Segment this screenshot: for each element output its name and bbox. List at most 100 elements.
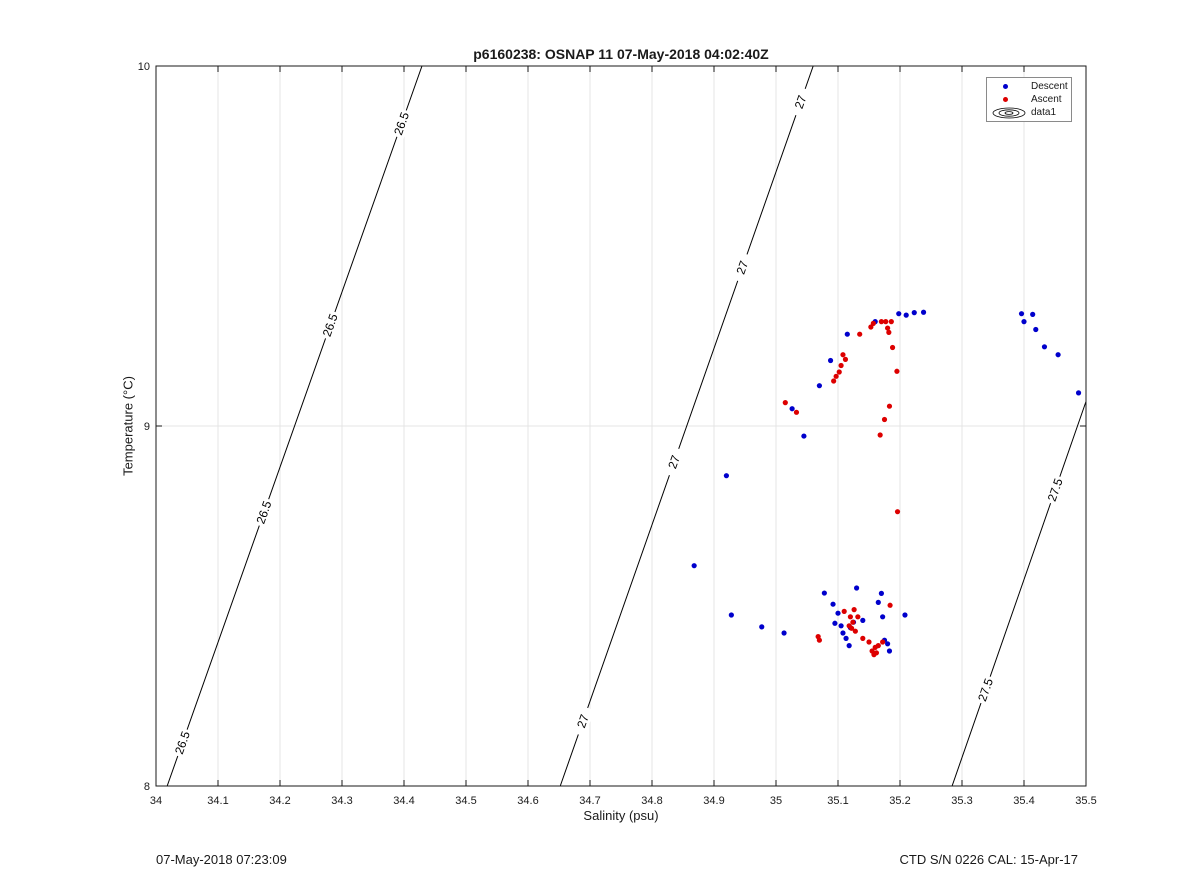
- point-ascent: [852, 628, 858, 634]
- isopycnal-label-bg: [1043, 474, 1067, 506]
- point-descent: [827, 357, 834, 364]
- isopycnal-label: 26.5: [172, 729, 193, 756]
- chart-title: p6160238: OSNAP 11 07-May-2018 04:02:40Z: [473, 46, 769, 62]
- point-descent: [789, 406, 795, 412]
- point-ascent: [857, 331, 863, 337]
- point-descent: [878, 590, 885, 597]
- x-tick-label: 35.4: [1013, 795, 1034, 807]
- point-descent: [886, 648, 893, 654]
- point-ascent: [878, 319, 885, 325]
- point-descent: [835, 610, 841, 616]
- point-descent: [801, 433, 807, 439]
- point-descent: [1030, 311, 1036, 317]
- point-descent: [728, 612, 734, 618]
- point-ascent: [782, 400, 788, 406]
- isopycnal-line: [559, 66, 814, 786]
- point-ascent: [894, 368, 900, 374]
- point-descent: [843, 635, 849, 642]
- isopycnal-label: 26.5: [320, 312, 341, 339]
- point-descent: [830, 601, 836, 607]
- point-ascent: [880, 639, 886, 645]
- isopycnal-line: [951, 401, 1086, 786]
- point-ascent: [838, 362, 844, 369]
- point-descent: [781, 630, 787, 636]
- point-ascent: [886, 403, 893, 409]
- point-ascent: [860, 635, 866, 642]
- isopycnal-label: 27: [734, 259, 752, 277]
- point-descent: [832, 620, 838, 626]
- legend: Descent Ascent data1: [986, 77, 1072, 122]
- point-descent: [920, 309, 927, 315]
- point-ascent: [793, 409, 800, 415]
- point-descent: [902, 612, 908, 618]
- isopycnal-label-bg: [731, 252, 754, 284]
- isopycnal-label: 27: [665, 453, 683, 471]
- point-descent: [1033, 326, 1039, 333]
- isopycnal-label-bg: [252, 496, 276, 528]
- legend-item-ascent: Ascent: [987, 93, 1071, 106]
- y-tick-label: 8: [144, 781, 150, 793]
- isopycnal-label: 27.5: [975, 676, 996, 703]
- grid: [155, 65, 1087, 787]
- point-ascent: [888, 319, 894, 325]
- x-tick-label: 35.1: [827, 795, 848, 807]
- density-contours: [166, 66, 1086, 786]
- isopycnal-label-bg: [171, 727, 194, 759]
- y-axis-label: Temperature (°C): [120, 376, 136, 476]
- point-ascent: [877, 432, 883, 438]
- point-descent: [840, 630, 846, 636]
- legend-label-ascent: Ascent: [1031, 94, 1062, 105]
- data-points: [691, 309, 1082, 658]
- point-descent: [691, 563, 697, 569]
- isopycnal-label-bg: [318, 309, 342, 341]
- x-tick-label: 34.1: [207, 795, 228, 807]
- point-descent: [1041, 344, 1048, 350]
- ascent-marker-icon: [1003, 97, 1008, 102]
- point-ascent: [840, 352, 846, 358]
- point-ascent: [886, 329, 892, 335]
- point-ascent: [816, 637, 823, 643]
- point-ascent: [831, 378, 837, 384]
- x-tick-label: 34.9: [703, 795, 724, 807]
- isopycnal-label: 27.5: [1045, 476, 1066, 503]
- point-descent: [816, 383, 823, 389]
- point-descent: [846, 643, 852, 649]
- point-ascent: [841, 608, 847, 615]
- point-descent: [854, 585, 860, 591]
- point-descent: [911, 310, 917, 316]
- point-ascent: [887, 602, 893, 608]
- point-ascent: [847, 614, 854, 620]
- point-descent: [838, 623, 844, 629]
- legend-item-contour: data1: [987, 106, 1071, 119]
- point-descent: [821, 590, 827, 596]
- isopycnal-label-bg: [789, 86, 812, 118]
- point-ascent: [885, 325, 891, 331]
- isopycnal-label: 27: [574, 712, 592, 730]
- point-descent: [896, 311, 902, 317]
- x-tick-label: 35: [770, 795, 782, 807]
- x-tick-label: 35.2: [889, 795, 910, 807]
- isopycnal-label: 26.5: [253, 499, 274, 526]
- x-tick-label: 34.7: [579, 795, 600, 807]
- point-descent: [903, 312, 909, 318]
- point-ascent: [870, 320, 876, 326]
- point-ascent: [836, 369, 842, 375]
- point-descent: [875, 599, 881, 606]
- point-descent: [1075, 390, 1082, 396]
- isopycnal-label-bg: [662, 446, 686, 478]
- point-ascent: [866, 639, 872, 645]
- point-ascent: [851, 607, 857, 613]
- footer-timestamp: 07-May-2018 07:23:09: [156, 852, 287, 867]
- x-tick-label: 34.6: [517, 795, 538, 807]
- x-tick-label: 34.4: [393, 795, 414, 807]
- descent-marker-icon: [1003, 84, 1008, 89]
- x-axis-label: Salinity (psu): [583, 808, 659, 823]
- point-ascent: [894, 509, 901, 515]
- legend-label-descent: Descent: [1031, 81, 1068, 92]
- point-descent: [1018, 311, 1025, 317]
- x-axis-ticks: 34 34.1 34.2 34.3 34.4 34.5 34.6 34.7 34.8 34.9 35…: [150, 66, 1097, 807]
- x-tick-label: 34.3: [331, 795, 352, 807]
- x-tick-label: 34.5: [455, 795, 476, 807]
- isopycnal-line: [166, 66, 423, 786]
- legend-label-contour: data1: [1031, 107, 1057, 118]
